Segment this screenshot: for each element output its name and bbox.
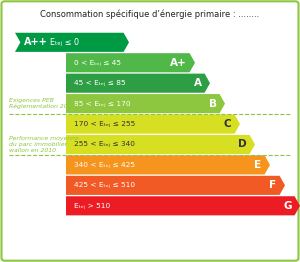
Text: A++: A++ bbox=[24, 37, 48, 47]
Text: 85 < Eₜₑⱼ ≤ 170: 85 < Eₜₑⱼ ≤ 170 bbox=[74, 101, 130, 107]
Text: A: A bbox=[194, 78, 202, 88]
FancyBboxPatch shape bbox=[2, 1, 298, 261]
Polygon shape bbox=[66, 135, 255, 154]
Text: Exigences PEB
Réglementation 2010: Exigences PEB Réglementation 2010 bbox=[9, 98, 75, 109]
Text: 340 < Eₜₑⱼ ≤ 425: 340 < Eₜₑⱼ ≤ 425 bbox=[74, 162, 134, 168]
Text: 170 < Eₜₑⱼ ≤ 255: 170 < Eₜₑⱼ ≤ 255 bbox=[74, 121, 135, 127]
Text: G: G bbox=[283, 201, 292, 211]
Text: B: B bbox=[208, 99, 217, 109]
Text: C: C bbox=[224, 119, 232, 129]
Polygon shape bbox=[66, 196, 300, 215]
Polygon shape bbox=[66, 155, 270, 174]
Polygon shape bbox=[66, 74, 210, 93]
Text: Consommation spécifique d’énergie primaire : ........: Consommation spécifique d’énergie primai… bbox=[40, 9, 260, 19]
Text: F: F bbox=[269, 180, 277, 190]
Polygon shape bbox=[66, 114, 240, 134]
Text: 0 < Eₜₑⱼ ≤ 45: 0 < Eₜₑⱼ ≤ 45 bbox=[74, 60, 121, 66]
Text: E: E bbox=[254, 160, 262, 170]
Text: Eₜₑⱼ ≤ 0: Eₜₑⱼ ≤ 0 bbox=[50, 38, 79, 47]
Text: 45 < Eₜₑⱼ ≤ 85: 45 < Eₜₑⱼ ≤ 85 bbox=[74, 80, 125, 86]
Text: Performance moyenne
du parc immobilier
wallon en 2010: Performance moyenne du parc immobilier w… bbox=[9, 136, 79, 153]
Text: Eₜₑⱼ > 510: Eₜₑⱼ > 510 bbox=[74, 203, 110, 209]
Polygon shape bbox=[66, 176, 285, 195]
Text: A+: A+ bbox=[170, 58, 187, 68]
Text: D: D bbox=[238, 139, 247, 150]
Text: 255 < Eₜₑⱼ ≤ 340: 255 < Eₜₑⱼ ≤ 340 bbox=[74, 141, 134, 148]
Text: 425 < Eₜₑⱼ ≤ 510: 425 < Eₜₑⱼ ≤ 510 bbox=[74, 182, 135, 188]
Polygon shape bbox=[66, 53, 195, 72]
Polygon shape bbox=[15, 33, 129, 52]
Polygon shape bbox=[66, 94, 225, 113]
